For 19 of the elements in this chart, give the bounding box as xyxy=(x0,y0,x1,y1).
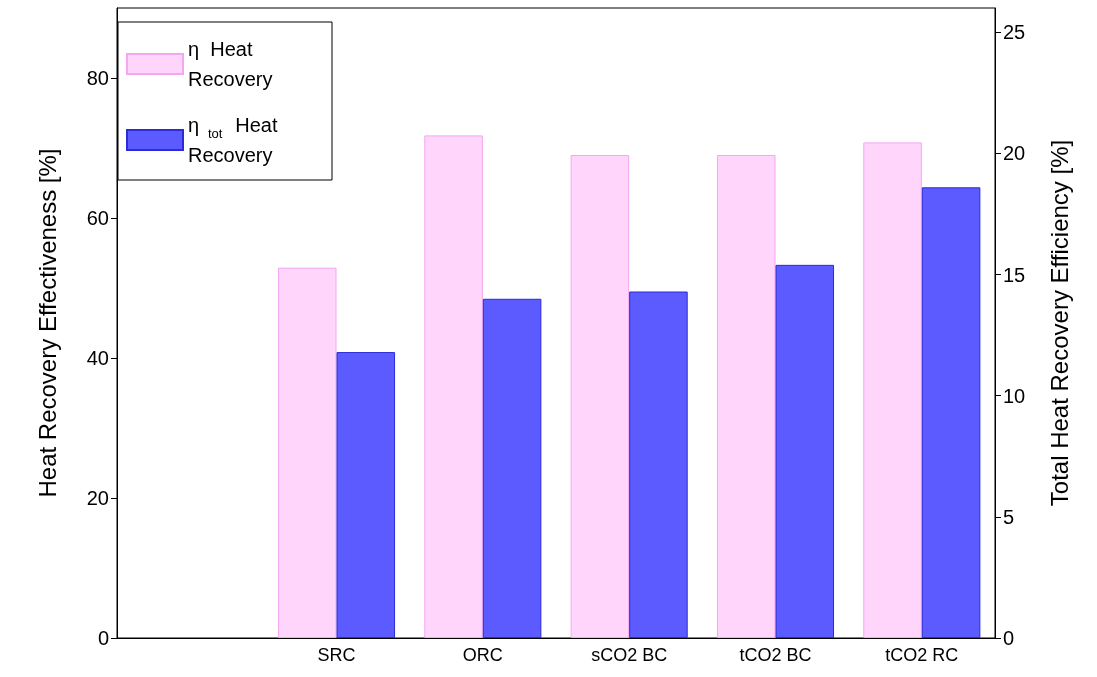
y-tick-label: 20 xyxy=(86,487,109,509)
y-tick-label: 0 xyxy=(97,627,109,649)
x-tick-label: sCO2 BC xyxy=(591,645,668,665)
y2-tick-label: 25 xyxy=(1003,21,1026,44)
x-tick-label: tCO2 RC xyxy=(885,645,959,665)
y2-tick-label: 5 xyxy=(1003,505,1015,528)
legend-label: η Heat Recovery xyxy=(188,38,273,90)
y-axis-title: Heat Recovery Effectiveness [%] xyxy=(33,148,61,498)
x-tick-label: tCO2 BC xyxy=(739,645,812,665)
y2-tick-label: 20 xyxy=(1003,142,1026,165)
y2-tick-label: 10 xyxy=(1003,384,1026,407)
x-tick-label: SRC xyxy=(317,645,356,665)
y-tick-label: 60 xyxy=(86,207,109,229)
y2-axis-title: Total Heat Recovery Efficiency [%] xyxy=(1045,139,1073,507)
y-tick-label: 40 xyxy=(86,347,109,369)
x-tick-label: ORC xyxy=(462,645,503,665)
y-tick-label: 80 xyxy=(86,67,109,89)
y2-tick-label: 15 xyxy=(1003,263,1026,286)
y2-tick-label: 0 xyxy=(1003,627,1015,649)
